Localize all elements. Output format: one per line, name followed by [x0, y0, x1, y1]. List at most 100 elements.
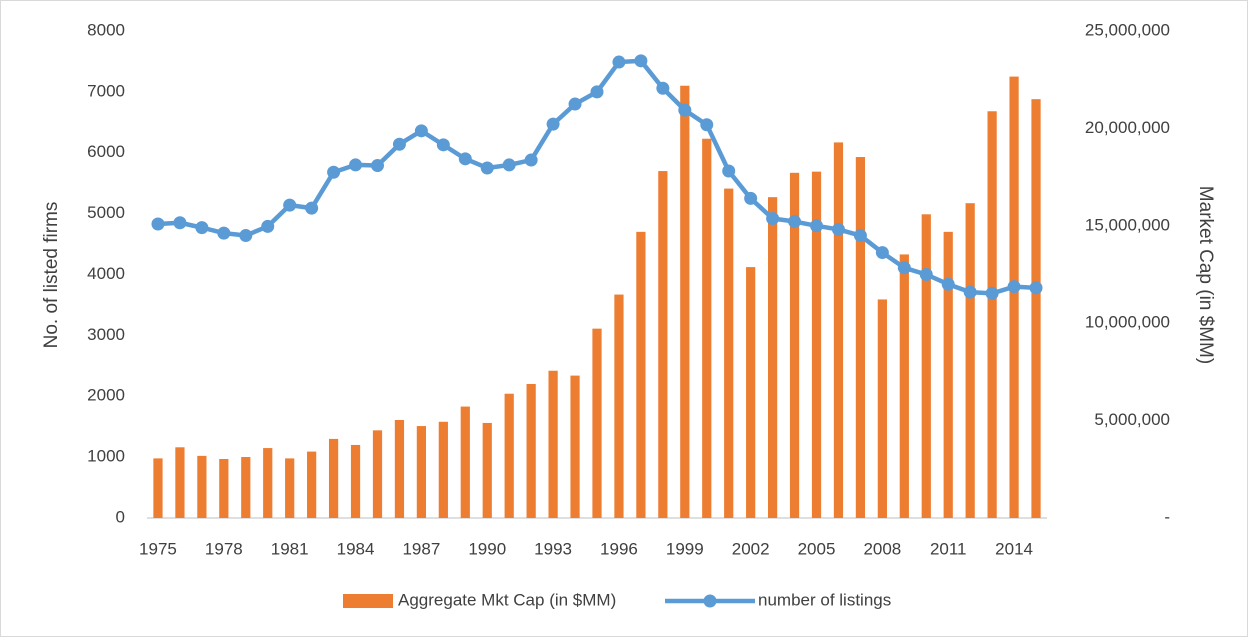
line-marker [810, 219, 824, 233]
bar [504, 393, 514, 518]
line-marker [875, 246, 889, 260]
bar [197, 455, 207, 518]
y2-axis-title: Market Cap (in $MM) [1195, 186, 1216, 364]
y2-tick-label: 25,000,000 [1085, 20, 1170, 39]
y-tick-label: 4000 [87, 264, 125, 283]
line-marker [458, 152, 472, 166]
bar [548, 370, 558, 518]
line-marker [327, 165, 341, 179]
y-axis-title: No. of listed firms [41, 202, 62, 349]
bar [855, 157, 866, 519]
y-tick-label: 6000 [87, 142, 125, 161]
line-marker [239, 229, 253, 243]
bar [746, 267, 756, 518]
y-tick-label: 0 [116, 507, 125, 526]
bar [899, 254, 909, 518]
bar [768, 197, 778, 518]
line-marker [305, 201, 319, 215]
x-tick-label: 1981 [271, 539, 309, 558]
x-tick-label: 1996 [600, 539, 638, 558]
bar [394, 420, 405, 518]
line-marker [151, 217, 165, 231]
line-marker [985, 286, 999, 300]
x-tick-label: 1984 [337, 539, 375, 558]
line-marker [656, 81, 670, 95]
bar [702, 138, 712, 518]
line-marker [744, 191, 758, 205]
line-marker [612, 55, 626, 69]
line-marker [370, 159, 384, 173]
line-marker [788, 215, 802, 229]
bar [965, 203, 975, 519]
y-tick-label: 2000 [87, 386, 125, 405]
x-tick-label: 2011 [930, 539, 967, 558]
y2-tick-label: 10,000,000 [1085, 313, 1170, 332]
line-marker [524, 153, 538, 167]
y-tick-label: 8000 [87, 20, 125, 39]
bar [724, 188, 734, 518]
bar [328, 438, 339, 518]
line-marker [546, 117, 560, 131]
line-marker [392, 137, 406, 151]
bar [921, 214, 931, 518]
x-tick-label: 2008 [863, 539, 901, 558]
line-marker [766, 211, 780, 225]
x-tick-label: 1987 [402, 539, 440, 558]
line-marker [283, 198, 297, 212]
x-tick-label: 1978 [205, 539, 243, 558]
bar [482, 422, 492, 518]
bar [877, 299, 887, 518]
line-marker [634, 54, 648, 68]
bar [943, 231, 953, 518]
bar [416, 426, 426, 518]
line-marker [414, 124, 428, 138]
line-marker [853, 229, 867, 243]
x-tick-label: 1993 [534, 539, 572, 558]
bar [1031, 99, 1041, 519]
bar [658, 171, 668, 518]
legend-swatch [343, 594, 393, 608]
bar [175, 447, 185, 518]
bar [350, 444, 361, 518]
legend-marker [703, 594, 717, 608]
x-tick-label: 1990 [468, 539, 506, 558]
line-marker [195, 221, 209, 235]
bar [241, 457, 251, 518]
line-marker [919, 268, 933, 281]
bar [614, 294, 624, 518]
line-marker [941, 277, 955, 291]
line-marker [831, 222, 845, 236]
bar [636, 231, 646, 518]
bar [219, 458, 229, 518]
bar [987, 111, 997, 518]
line-marker [678, 103, 692, 117]
line-marker [349, 158, 363, 172]
y-tick-label: 5000 [87, 203, 125, 222]
y2-tick-label: 15,000,000 [1085, 215, 1170, 234]
legend-label: Aggregate Mkt Cap (in $MM) [398, 590, 616, 609]
y2-tick-label: - [1164, 507, 1170, 526]
bar [789, 172, 800, 519]
line-marker [480, 161, 494, 175]
y-tick-label: 1000 [87, 447, 125, 466]
bar [680, 85, 690, 518]
line-marker [217, 226, 231, 240]
y2-tick-label: 20,000,000 [1085, 118, 1170, 137]
bar [438, 421, 448, 518]
line-marker [590, 85, 604, 99]
bar [592, 328, 602, 518]
bar [307, 451, 317, 518]
x-tick-label: 2002 [732, 539, 770, 558]
line-marker [963, 285, 977, 299]
bar [833, 142, 844, 518]
line-marker [700, 118, 714, 132]
y-tick-label: 3000 [87, 325, 125, 344]
line-marker [1007, 280, 1021, 294]
line-marker [722, 164, 736, 178]
x-tick-label: 2005 [798, 539, 836, 558]
line-marker [1029, 281, 1043, 295]
y2-tick-label: 5,000,000 [1094, 410, 1170, 429]
line-marker [261, 219, 275, 233]
line-marker [436, 138, 450, 152]
